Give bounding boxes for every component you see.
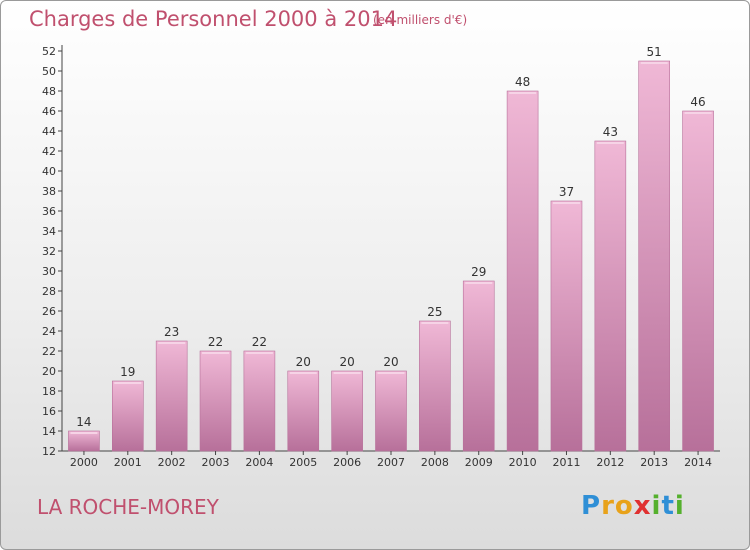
y-tick-label: 34 xyxy=(42,225,56,238)
logo-letter: t xyxy=(661,491,675,521)
bar xyxy=(462,280,495,452)
logo-letter: r xyxy=(601,491,615,521)
data-label: 25 xyxy=(427,305,442,319)
bar-highlight xyxy=(509,92,537,94)
logo-letter: i xyxy=(674,491,685,521)
bar xyxy=(594,140,627,452)
x-tick-label: 2013 xyxy=(640,456,668,469)
y-tick-label: 26 xyxy=(42,305,56,318)
y-tick-label: 22 xyxy=(42,345,56,358)
bar-highlight xyxy=(158,342,186,344)
data-label: 22 xyxy=(208,335,223,349)
bar-highlight xyxy=(333,372,361,374)
x-tick-label: 2012 xyxy=(596,456,624,469)
x-tick-label: 2003 xyxy=(202,456,230,469)
chart-title: Charges de Personnel 2000 à 2014 xyxy=(29,7,398,31)
y-tick-label: 40 xyxy=(42,165,56,178)
logo-letter: o xyxy=(614,491,634,521)
data-label: 23 xyxy=(164,325,179,339)
data-label: 22 xyxy=(252,335,267,349)
y-tick-label: 20 xyxy=(42,365,56,378)
y-tick-label: 24 xyxy=(42,325,56,338)
bar-highlight xyxy=(552,202,580,204)
y-tick-label: 30 xyxy=(42,265,56,278)
data-label: 20 xyxy=(383,355,398,369)
y-tick-label: 12 xyxy=(42,445,56,458)
bar xyxy=(199,350,232,452)
data-label: 19 xyxy=(120,365,135,379)
bar-highlight xyxy=(377,372,405,374)
bar xyxy=(375,370,407,452)
bar xyxy=(243,350,276,452)
bar xyxy=(419,320,451,452)
y-tick-label: 38 xyxy=(42,185,56,198)
bar-highlight xyxy=(684,112,712,114)
data-label: 51 xyxy=(647,45,662,59)
x-tick-label: 2000 xyxy=(70,456,98,469)
y-tick-label: 50 xyxy=(42,65,56,78)
bar-highlight xyxy=(596,142,624,144)
bar-highlight xyxy=(114,382,142,384)
bar xyxy=(331,370,363,452)
y-tick-label: 36 xyxy=(42,205,56,218)
y-tick-label: 32 xyxy=(42,245,56,258)
data-label: 20 xyxy=(339,355,354,369)
x-tick-label: 2004 xyxy=(245,456,273,469)
x-tick-label: 2002 xyxy=(158,456,186,469)
logo-letter: P xyxy=(581,491,602,521)
bar-highlight xyxy=(421,322,449,324)
y-tick-label: 46 xyxy=(42,105,56,118)
y-tick-label: 14 xyxy=(42,425,56,438)
data-label: 37 xyxy=(559,185,574,199)
bar-highlight xyxy=(289,372,317,374)
bar xyxy=(112,380,144,452)
x-tick-label: 2010 xyxy=(509,456,537,469)
y-tick-label: 16 xyxy=(42,405,56,418)
data-label: 43 xyxy=(603,125,618,139)
x-tick-label: 2005 xyxy=(289,456,317,469)
y-tick-label: 44 xyxy=(42,125,56,138)
bar-highlight xyxy=(70,432,98,434)
bar xyxy=(638,60,671,452)
bar-highlight xyxy=(202,352,230,354)
bar-highlight xyxy=(465,282,493,284)
data-label: 14 xyxy=(76,415,91,429)
logo-letter: i xyxy=(651,491,662,521)
y-tick-label: 28 xyxy=(42,285,56,298)
bar xyxy=(155,340,188,452)
chart-unit: (en milliers d'€) xyxy=(373,13,468,27)
data-label: 48 xyxy=(515,75,530,89)
data-label: 29 xyxy=(471,265,486,279)
bar-highlight xyxy=(640,62,668,64)
x-tick-label: 2011 xyxy=(552,456,580,469)
bar-highlight xyxy=(245,352,273,354)
bar xyxy=(506,90,539,452)
y-tick-label: 42 xyxy=(42,145,56,158)
y-tick-label: 48 xyxy=(42,85,56,98)
x-tick-label: 2008 xyxy=(421,456,449,469)
y-tick-label: 52 xyxy=(42,45,56,58)
bar xyxy=(682,110,714,452)
y-tick-label: 18 xyxy=(42,385,56,398)
bar xyxy=(550,200,583,452)
commune-name: LA ROCHE-MOREY xyxy=(37,495,219,519)
x-tick-label: 2001 xyxy=(114,456,142,469)
data-label: 20 xyxy=(296,355,311,369)
x-tick-label: 2007 xyxy=(377,456,405,469)
bar xyxy=(287,370,320,452)
logo-letter: x xyxy=(633,491,652,521)
proxiti-logo[interactable]: Proxiti xyxy=(581,491,685,521)
x-tick-label: 2014 xyxy=(684,456,712,469)
data-label: 46 xyxy=(690,95,705,109)
x-tick-label: 2006 xyxy=(333,456,361,469)
x-tick-label: 2009 xyxy=(465,456,493,469)
